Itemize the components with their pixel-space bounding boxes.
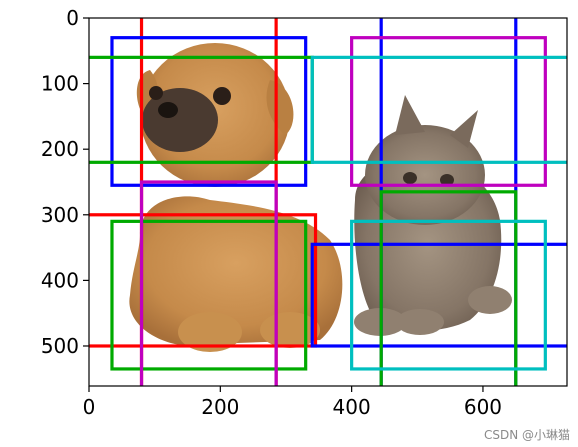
y-tick-label: 500 — [41, 334, 79, 358]
y-tick-label: 200 — [41, 137, 79, 161]
y-tick-label: 300 — [41, 203, 79, 227]
bounding-box-3 — [110, 36, 308, 187]
bounding-box-2 — [89, 213, 318, 348]
x-tick-label: 200 — [201, 395, 239, 419]
bounding-box-7 — [110, 219, 308, 371]
y-tick-label: 400 — [41, 268, 79, 292]
bounding-box-9 — [139, 180, 278, 386]
bounding-box-10 — [350, 36, 547, 187]
photo-image — [89, 18, 567, 386]
y-tick-label: 0 — [66, 6, 79, 30]
x-tick-label: 600 — [464, 395, 502, 419]
axes-frame — [88, 17, 568, 387]
y-tick-label: 100 — [41, 72, 79, 96]
x-tick-label: 0 — [83, 395, 96, 419]
bounding-box-12 — [350, 219, 547, 371]
bounding-boxes — [89, 18, 567, 386]
bounding-box-5 — [310, 242, 567, 348]
bounding-box-11 — [310, 55, 567, 164]
axis-ticks: 0 200 400 600 0 100 200 300 400 500 — [41, 6, 502, 419]
bounding-box-8 — [379, 190, 518, 386]
watermark-text: CSDN @小琳猫 — [483, 428, 570, 442]
x-tick-label: 400 — [333, 395, 371, 419]
